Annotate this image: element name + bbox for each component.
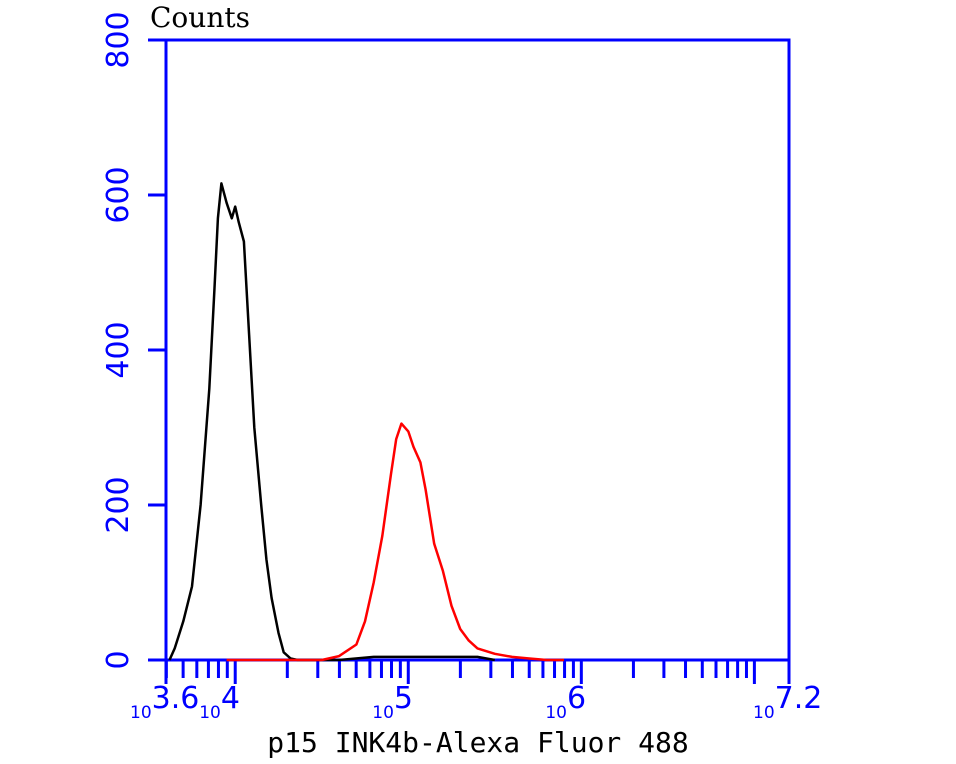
x-tick-base: 10 xyxy=(130,703,152,723)
x-axis: 103.6 104 105 106 107.2 xyxy=(130,660,822,723)
x-tick-base: 10 xyxy=(372,703,394,723)
x-tick-label: 105 xyxy=(372,681,413,723)
x-tick-label: 106 xyxy=(545,681,586,723)
x-tick-label: 103.6 xyxy=(130,681,199,723)
x-tick-exponent: 3.6 xyxy=(152,681,200,716)
series-layer xyxy=(168,182,564,662)
histogram-series-2 xyxy=(226,422,564,662)
histogram-series-1 xyxy=(168,182,496,662)
y-axis: 0 200 400 600 800 xyxy=(101,11,166,670)
x-tick-exponent: 4 xyxy=(221,681,240,716)
y-axis-label: Counts xyxy=(150,1,250,34)
x-tick-base: 10 xyxy=(545,703,567,723)
x-tick-label: 107.2 xyxy=(753,681,822,723)
x-tick-base: 10 xyxy=(753,703,775,723)
y-tick-label: 600 xyxy=(101,166,136,223)
x-tick-exponent: 6 xyxy=(567,681,586,716)
x-tick-base: 10 xyxy=(199,703,221,723)
x-tick-exponent: 7.2 xyxy=(775,681,823,716)
x-tick-label: 104 xyxy=(199,681,240,723)
y-tick-label: 0 xyxy=(101,650,136,669)
plot-frame xyxy=(164,38,791,662)
y-tick-label: 800 xyxy=(101,11,136,68)
x-tick-exponent: 5 xyxy=(394,681,413,716)
y-tick-label: 400 xyxy=(101,321,136,378)
x-axis-label: p15 INK4b-Alexa Fluor 488 xyxy=(267,726,688,759)
y-tick-label: 200 xyxy=(101,476,136,533)
